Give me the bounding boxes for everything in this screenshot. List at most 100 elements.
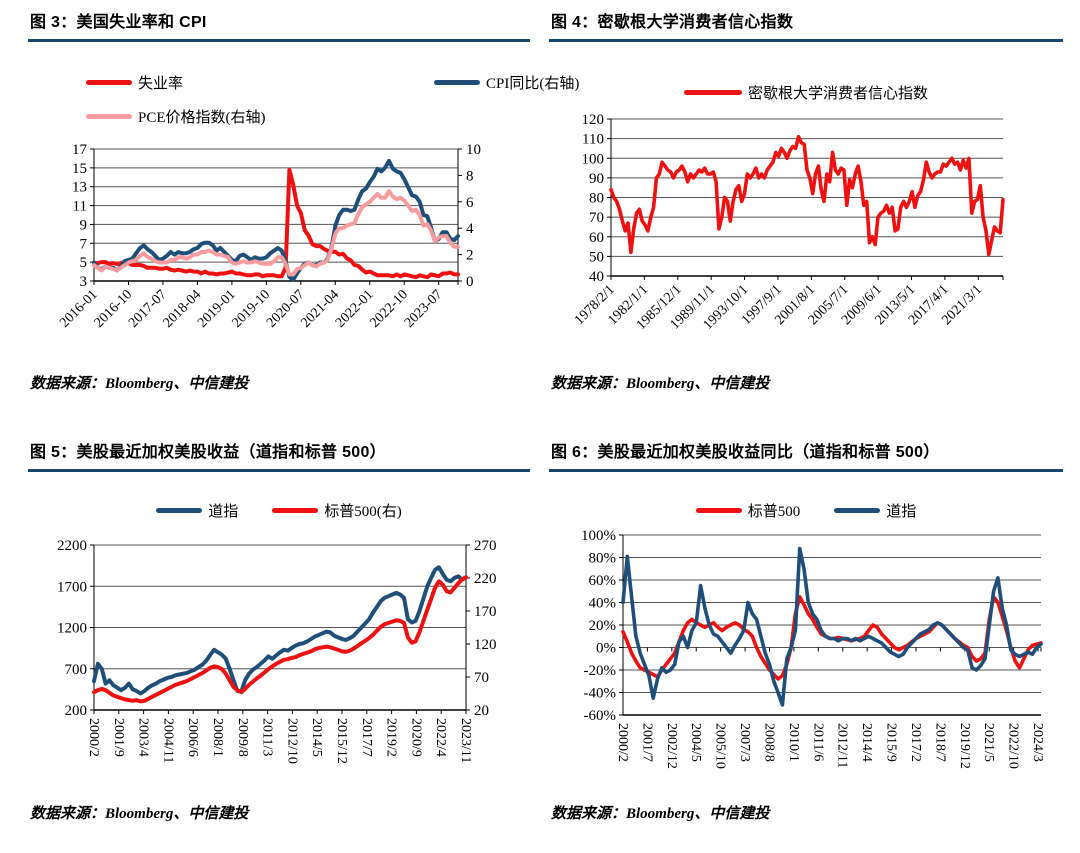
x-axis-label: 2002/12 (664, 723, 679, 769)
legend-item: 标普500 (695, 500, 801, 521)
chart-legend: 道指 标普500(右) (28, 500, 530, 521)
y-axis-label: 60% (589, 573, 617, 589)
figure-title: 图 5：美股最近加权美股收益（道指和标普 500） (30, 444, 386, 461)
x-axis-label: 2015/12 (334, 718, 349, 764)
y-axis-label: 80% (589, 551, 617, 567)
series-line-1 (92, 575, 468, 704)
y-axis-label: 50 (589, 249, 604, 265)
y-axis-label: 70 (589, 210, 604, 226)
y-axis-label: 40 (589, 269, 604, 285)
y-axis-label: 0% (596, 641, 616, 657)
legend-label: 失业率 (138, 76, 184, 92)
x-axis-label: 2011/3 (260, 718, 275, 756)
chart-canvas: 3 5 7 9 11 13 15 17 0 2 4 6 8 10 2016-012016-102017-07… (57, 142, 481, 331)
x-axis-label: 2022-10 (367, 287, 411, 331)
x-axis-label: 2011/6 (810, 723, 825, 761)
y-axis-label: 1700 (57, 579, 87, 595)
chart-legend: 失业率 CPI同比(右轴) PCE价格指数(右轴) (28, 72, 579, 127)
title-rule (549, 469, 1063, 472)
x-axis-label: 2014/4 (859, 723, 874, 762)
x-axis-label: 2010/1 (786, 723, 801, 762)
x-axis-label: 2012/11 (835, 723, 850, 768)
series-line-0 (609, 134, 1005, 257)
legend-line-swatch (695, 508, 742, 513)
title-rule (549, 39, 1063, 42)
y-axis-label: -20% (584, 663, 617, 679)
x-axis-label: 2001/9 (111, 718, 126, 757)
x-axis-label: 2022-01 (333, 287, 377, 331)
y-axis-label: 110 (582, 132, 604, 148)
right-axis-label: 70 (474, 670, 489, 686)
y-axis-label: 2200 (57, 538, 87, 554)
figure-panel-6: 图 6：美股最近加权美股收益同比（道指和标普 500） 标普500 道指 -60%… (549, 438, 1063, 853)
series-line-2 (92, 189, 460, 277)
x-axis-label: 2022/4 (433, 718, 448, 757)
y-axis-label: 120 (582, 112, 605, 128)
legend-label: 道指 (886, 504, 917, 520)
x-axis-label: 2017/2 (908, 723, 923, 762)
chart-canvas: 200 700 1200 1700 2200 20 70 120 170 220 270 2000/2… (57, 538, 497, 764)
legend-label: 密歇根大学消费者信心指数 (747, 86, 928, 102)
y-axis-label: -40% (584, 686, 617, 702)
right-axis-label: 4 (466, 221, 474, 237)
figure-panel-3: 图 3：美国失业率和 CPI 失业率 CPI同比(右轴) PCE价格指数(右轴) 3… (28, 8, 579, 428)
legend-label: 标普500(右) (324, 504, 402, 520)
y-axis-label: 5 (80, 255, 88, 271)
y-axis-label: 15 (72, 161, 87, 177)
x-axis-label: 2019-10 (230, 287, 274, 331)
right-axis-label: 20 (474, 703, 489, 719)
x-axis-label: 2019/12 (957, 723, 972, 769)
figure-title: 图 6：美股最近加权美股收益同比（道指和标普 500） (551, 444, 940, 461)
chart-legend: 密歇根大学消费者信心指数 (549, 82, 1063, 103)
x-axis-label: 2009/8 (235, 718, 250, 757)
x-axis-label: 2021/5 (981, 723, 996, 762)
legend-label: 道指 (208, 504, 239, 520)
legend-line-swatch (156, 508, 203, 513)
chart-canvas: 4050607080901001101201978/2/11982/1/1198… (572, 112, 1005, 333)
legend-item: 标普500(右) (272, 500, 402, 521)
x-axis-label: 2015/9 (884, 723, 899, 762)
legend-label: PCE价格指数(右轴) (138, 110, 266, 126)
x-axis-label: 2024/3 (1030, 723, 1045, 762)
x-axis-label: 2000/2 (615, 723, 630, 762)
series-line-0 (92, 565, 468, 696)
legend-line-swatch (86, 114, 132, 119)
legend-item: 道指 (156, 500, 238, 521)
x-axis-label: 2023/11 (458, 718, 473, 763)
y-axis-label: 40% (589, 596, 617, 612)
legend-item: PCE价格指数(右轴) (86, 106, 400, 127)
y-axis-label: 13 (72, 180, 87, 196)
right-axis-label: 6 (466, 195, 474, 211)
right-axis-label: 10 (466, 142, 481, 158)
y-axis-label: 90 (589, 171, 604, 187)
legend-line-swatch (834, 508, 881, 513)
y-axis-label: 17 (72, 142, 88, 158)
y-axis-label: 11 (73, 199, 87, 215)
x-axis-label: 2020/9 (408, 718, 423, 757)
x-axis-label: 2017-07 (126, 287, 170, 331)
data-source: 数据来源：Bloomberg、中信建投 (551, 376, 770, 392)
figure-panel-5: 图 5：美股最近加权美股收益（道指和标普 500） 道指 标普500(右) 200… (28, 438, 530, 853)
y-axis-label: 3 (80, 274, 88, 290)
right-axis-label: 270 (474, 538, 497, 554)
y-axis-label: 100% (581, 528, 616, 544)
legend-label: 标普500 (747, 504, 801, 520)
legend-item: CPI同比(右轴) (434, 72, 579, 93)
x-axis-label: 2022/10 (1006, 723, 1021, 769)
x-axis-label: 2008/8 (761, 723, 776, 762)
legend-label: CPI同比(右轴) (486, 76, 580, 92)
x-axis-label: 2017/7 (359, 718, 374, 757)
x-axis-label: 2003/4 (136, 718, 151, 757)
x-axis-label: 2006/6 (185, 718, 200, 757)
legend-line-swatch (434, 80, 480, 85)
x-axis-label: 2018-04 (161, 287, 205, 331)
right-axis-label: 8 (466, 168, 474, 184)
y-axis-label: -60% (584, 708, 617, 724)
y-axis-label: 100 (582, 151, 605, 167)
x-axis-label: 2004/5 (688, 723, 703, 762)
right-axis-label: 170 (474, 604, 497, 620)
right-axis-label: 0 (466, 274, 474, 290)
x-axis-label: 2023-07 (402, 287, 446, 331)
chart-legend: 标普500 道指 (549, 500, 1063, 521)
x-axis-label: 2016-01 (57, 287, 101, 331)
